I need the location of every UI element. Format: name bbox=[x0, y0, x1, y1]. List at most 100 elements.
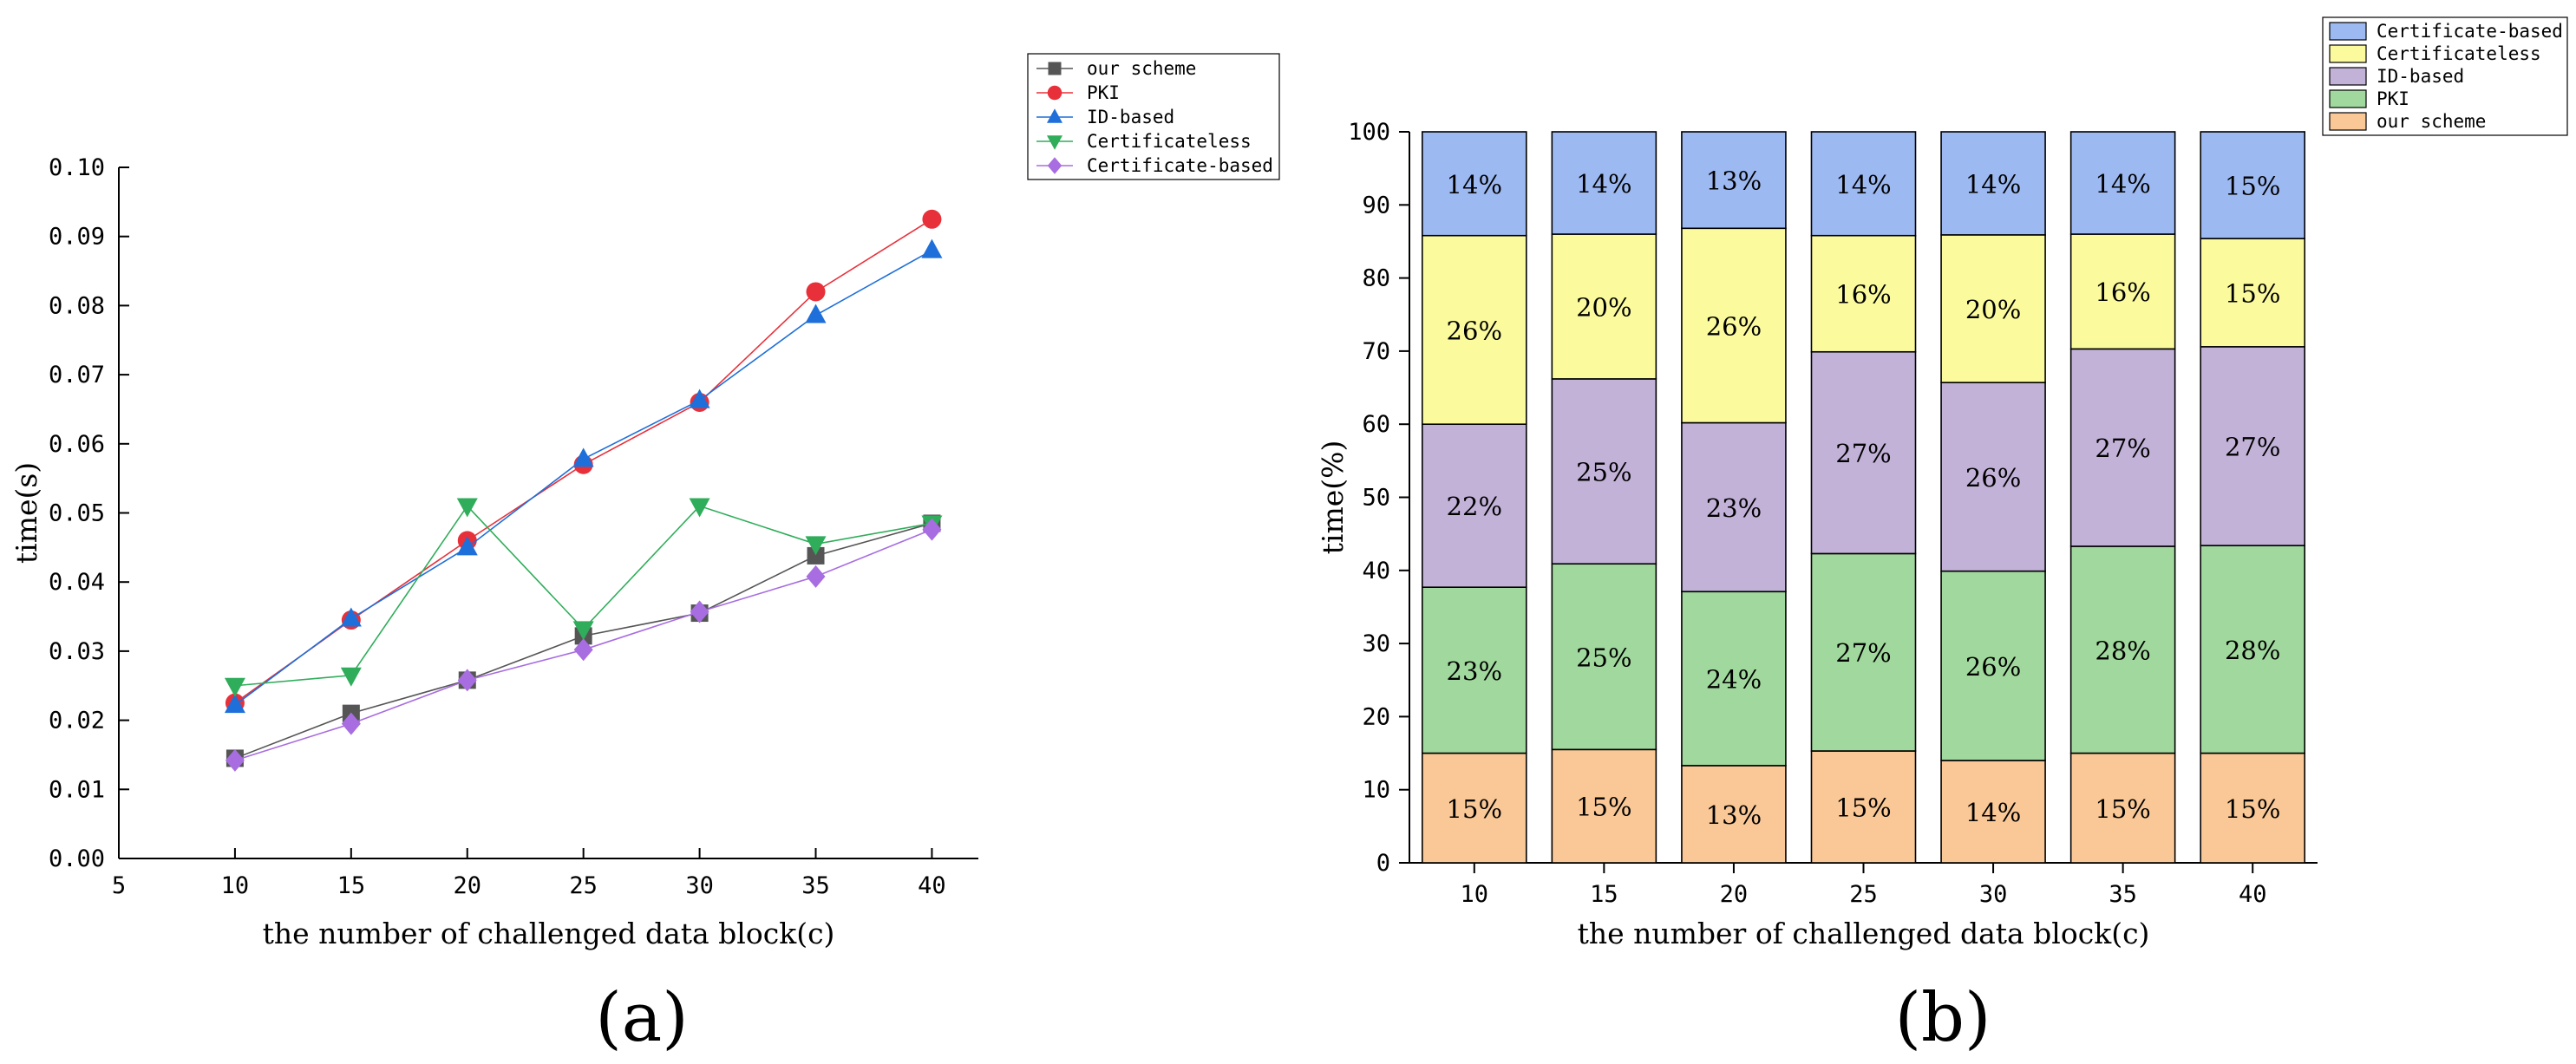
y-tick-label: 0.01 bbox=[49, 776, 105, 803]
bar-segment-our-scheme bbox=[1421, 752, 1527, 864]
data-label: 15% bbox=[1447, 794, 1502, 824]
bar-segment-pki bbox=[1681, 591, 1787, 767]
data-point bbox=[572, 621, 594, 641]
data-label: 24% bbox=[1706, 665, 1762, 695]
bar-segment-pki bbox=[1551, 563, 1657, 751]
data-point bbox=[572, 447, 594, 467]
data-point bbox=[689, 498, 710, 518]
y-axis-label: time(s) bbox=[10, 462, 43, 564]
y-axis-label: time(%) bbox=[1316, 441, 1350, 555]
x-tick-label: 10 bbox=[1461, 881, 1489, 908]
legend-label: ID-based bbox=[1087, 107, 1174, 127]
bar-segment-id-based bbox=[2069, 348, 2176, 547]
bar-segment-certificateless bbox=[2069, 233, 2176, 350]
legend-swatch bbox=[2329, 112, 2367, 131]
legend-marker bbox=[1048, 62, 1062, 75]
data-label: 15% bbox=[2095, 794, 2150, 824]
bar-segment-our-scheme bbox=[1810, 750, 1917, 864]
x-tick-label: 10 bbox=[221, 872, 250, 899]
y-tick-label: 0.08 bbox=[49, 292, 105, 319]
data-label: 26% bbox=[1965, 652, 2021, 682]
x-tick-label: 15 bbox=[337, 872, 366, 899]
data-label: 14% bbox=[1835, 170, 1891, 199]
data-label: 15% bbox=[2225, 278, 2280, 308]
x-tick-label: 40 bbox=[918, 872, 946, 899]
bar-segment-our-scheme bbox=[2200, 752, 2306, 864]
data-label: 16% bbox=[1835, 280, 1891, 310]
x-tick-label: 25 bbox=[1849, 881, 1878, 908]
legend-swatch bbox=[2329, 22, 2367, 41]
data-label: 14% bbox=[1965, 169, 2021, 199]
bar-segment-our-scheme bbox=[2069, 752, 2176, 864]
data-point bbox=[224, 677, 245, 697]
data-label: 16% bbox=[2095, 277, 2150, 307]
x-tick-label: 15 bbox=[1590, 881, 1618, 908]
data-label: 26% bbox=[1965, 463, 2021, 493]
y-tick-label: 0.09 bbox=[49, 224, 105, 251]
data-label: 20% bbox=[1576, 292, 1631, 322]
data-label: 15% bbox=[2225, 794, 2280, 824]
bar-segment-pki bbox=[1421, 586, 1527, 754]
legend-swatch bbox=[2329, 67, 2367, 86]
legend-label: Certificate-based bbox=[1087, 155, 1273, 176]
y-tick-label: 10 bbox=[1362, 777, 1390, 804]
data-point bbox=[690, 600, 709, 623]
data-point bbox=[224, 694, 245, 714]
data-point bbox=[805, 536, 827, 556]
y-tick-label: 0.04 bbox=[49, 569, 105, 596]
bar-segment-id-based bbox=[1421, 423, 1527, 588]
x-tick-label: 5 bbox=[112, 872, 126, 899]
x-axis-label: the number of challenged data block(c) bbox=[1578, 917, 2150, 950]
bar-segment-certificateless bbox=[2200, 238, 2306, 348]
data-point bbox=[807, 546, 825, 565]
bar-segment-id-based bbox=[1551, 378, 1657, 565]
y-tick-label: 0 bbox=[1376, 850, 1390, 877]
bar-segment-our-scheme bbox=[1551, 748, 1657, 864]
y-tick-label: 30 bbox=[1362, 630, 1390, 657]
legend-label: PKI bbox=[2377, 88, 2409, 109]
legend-label: ID-based bbox=[2377, 66, 2464, 87]
legend-label: PKI bbox=[1087, 82, 1120, 103]
bar-segment-id-based bbox=[1681, 421, 1787, 593]
y-tick-label: 40 bbox=[1362, 558, 1390, 584]
data-label: 28% bbox=[2095, 636, 2150, 665]
legend-swatch bbox=[2329, 89, 2367, 108]
x-axis-label: the number of challenged data block(c) bbox=[263, 917, 835, 950]
data-point bbox=[922, 209, 942, 229]
data-label: 25% bbox=[1576, 458, 1631, 487]
data-label: 28% bbox=[2225, 636, 2280, 665]
data-point bbox=[456, 498, 478, 518]
y-tick-label: 90 bbox=[1362, 192, 1390, 219]
data-label: 27% bbox=[2225, 432, 2280, 461]
y-tick-label: 0.06 bbox=[49, 431, 105, 458]
data-point bbox=[573, 638, 593, 662]
bar-segment-our-scheme bbox=[1681, 765, 1787, 864]
data-point bbox=[689, 388, 710, 408]
panel-label-a: (a) bbox=[595, 979, 688, 1057]
legend-label: our scheme bbox=[2377, 111, 2486, 132]
x-tick-label: 30 bbox=[1979, 881, 2008, 908]
y-tick-label: 70 bbox=[1362, 338, 1390, 365]
data-label: 15% bbox=[1576, 793, 1631, 822]
y-tick-label: 0.07 bbox=[49, 362, 105, 388]
data-label: 26% bbox=[1447, 316, 1502, 345]
legend-label: Certificate-based bbox=[2377, 21, 2563, 42]
data-point bbox=[341, 712, 361, 735]
legend-swatch bbox=[2329, 44, 2367, 63]
data-point bbox=[340, 607, 362, 627]
data-label: 15% bbox=[2225, 172, 2280, 201]
bar-segment-certificate-based bbox=[1421, 131, 1527, 237]
data-label: 23% bbox=[1447, 656, 1502, 686]
bar-segment-certificateless bbox=[1810, 234, 1917, 353]
data-label: 27% bbox=[2095, 434, 2150, 463]
bar-segment-id-based bbox=[1810, 350, 1917, 555]
y-tick-label: 20 bbox=[1362, 703, 1390, 730]
data-label: 26% bbox=[1706, 311, 1762, 341]
data-label: 14% bbox=[1576, 169, 1631, 199]
data-label: 27% bbox=[1835, 439, 1891, 468]
data-point bbox=[457, 669, 477, 692]
y-tick-label: 80 bbox=[1362, 265, 1390, 292]
legend-marker bbox=[1047, 85, 1062, 101]
bar-segment-certificate-based bbox=[2069, 131, 2176, 235]
data-point bbox=[922, 518, 942, 541]
